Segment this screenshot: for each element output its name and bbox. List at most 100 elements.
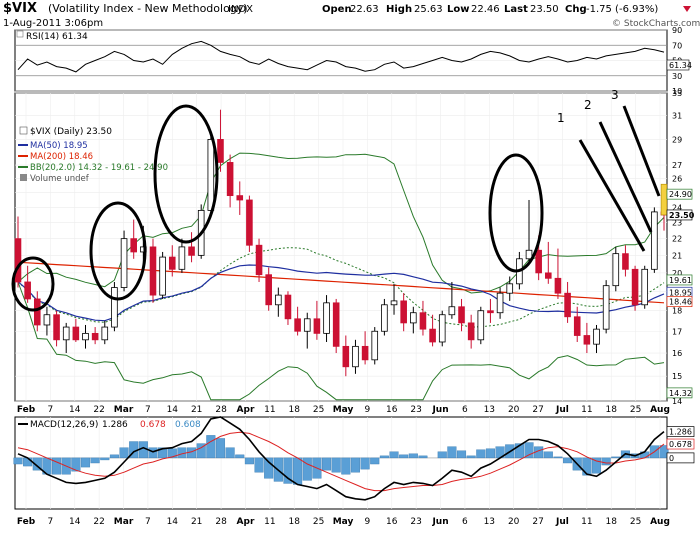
macd-histogram-bar — [264, 457, 274, 479]
macd-tick-box — [666, 426, 695, 437]
x-axis-label: 25 — [630, 517, 641, 527]
price-value-tag-box — [666, 188, 693, 200]
macd-x-axis: Feb 7 14 22 Mar 7 14 21 28 Apr 11 18 25 May 9 16 23 Jun 6 1… — [17, 517, 670, 527]
candle-body — [458, 306, 465, 324]
x-axis-label: Jul — [555, 405, 569, 415]
rsi-panel: 9070503010 RSI(14) 61.34 61.34 — [14, 26, 692, 96]
x-axis-label: 18 — [289, 405, 301, 415]
macd-histogram-bar — [514, 443, 524, 459]
price-value-tag: 19.61 — [669, 276, 692, 285]
candle-body — [419, 312, 427, 330]
macd-histogram-bar — [341, 457, 351, 475]
candle-body — [246, 199, 253, 246]
macd-tick-box — [666, 438, 695, 450]
macd-histogram-bar — [601, 457, 611, 466]
last-value: 23.50 — [530, 4, 559, 15]
price-tick-label: 26 — [672, 175, 682, 184]
rsi-tick-label: 30 — [672, 72, 682, 81]
x-axis-label: Jun — [431, 517, 448, 527]
macd-histogram-bar — [235, 454, 245, 459]
price-tick-label: 18 — [672, 307, 682, 316]
candle-body — [313, 318, 321, 334]
x-axis-label: 6 — [462, 517, 468, 527]
candle-body — [400, 300, 407, 324]
macd-histogram-bar — [100, 457, 110, 461]
x-axis-label: 7 — [48, 517, 54, 527]
candle-body — [111, 287, 118, 328]
macd-histogram-bar — [148, 447, 158, 459]
price-tick-label: 23 — [672, 219, 682, 228]
x-axis-label: 28 — [215, 517, 227, 527]
macd-histogram-bar — [321, 457, 332, 471]
x-axis-label: Apr — [237, 517, 255, 527]
x-axis-label: 7 — [145, 405, 151, 415]
price-value-tag-box — [666, 387, 693, 399]
x-axis-label: 7 — [48, 405, 54, 415]
candle-body — [612, 253, 620, 287]
x-axis-label: Aug — [650, 517, 670, 527]
x-axis-label: 28 — [215, 405, 227, 415]
rsi-tick-label: 90 — [672, 26, 682, 35]
price-value-tag-box — [666, 274, 693, 286]
macd-histogram-bar — [80, 457, 91, 468]
legend-ma50: MA(50) 18.95 — [30, 141, 88, 151]
x-axis-label: Aug — [650, 405, 670, 415]
candle-body — [429, 328, 436, 343]
annotation-label-3: 3 — [611, 88, 619, 102]
rsi-tick-label: 70 — [672, 41, 682, 50]
candle-body — [294, 318, 301, 332]
candle-body — [24, 281, 31, 300]
x-axis-label: 11 — [581, 517, 592, 527]
macd-histogram-bar — [331, 457, 341, 473]
candle-body — [554, 277, 562, 294]
x-axis-label: Jul — [555, 517, 569, 527]
macd-histogram-bar — [71, 457, 81, 472]
x-axis-label: 11 — [264, 405, 275, 415]
price-panel: 3331292726252423222120191817161514 24.90… — [11, 88, 695, 406]
x-axis-label: 18 — [289, 517, 301, 527]
x-axis-label: 6 — [462, 405, 468, 415]
price-tick-label: 27 — [672, 161, 682, 170]
bb-middle-line — [17, 247, 665, 328]
macd-histogram-bar — [553, 456, 563, 459]
exchange-label: INDX — [228, 4, 253, 15]
candle-body — [361, 345, 369, 361]
price-value-tag-box — [666, 296, 693, 308]
macd-histogram-bar — [196, 443, 206, 459]
price-tick-label: 22 — [672, 235, 682, 244]
x-axis-label: 11 — [581, 405, 592, 415]
low-label: Low — [447, 4, 469, 15]
candle-body — [130, 238, 137, 253]
annotation-line-3 — [622, 105, 661, 197]
macd-histogram-bar — [293, 457, 303, 485]
macd-tick-box — [666, 452, 695, 464]
x-axis-label: 9 — [365, 405, 371, 415]
candle-body — [323, 302, 330, 334]
x-axis-label: Jun — [431, 405, 448, 415]
candle-body — [72, 326, 80, 341]
candle-body — [62, 326, 70, 341]
candle-body — [226, 162, 234, 197]
price-axis: 3331292726252423222120191817161514 — [672, 89, 682, 406]
candle-body — [33, 298, 41, 326]
macd-histogram-bar — [350, 457, 361, 473]
macd-histogram-bar — [283, 457, 293, 484]
x-axis-label: 18 — [606, 405, 618, 415]
price-value-tag: 18.95 — [669, 288, 692, 297]
x-axis-label: 7 — [145, 517, 151, 527]
macd-histogram-bar — [370, 457, 380, 465]
price-tick-label: 17 — [672, 327, 682, 336]
candle-body — [159, 256, 166, 296]
candle-body — [168, 256, 176, 270]
macd-histogram-bar — [582, 457, 592, 476]
candle-body — [342, 345, 350, 368]
x-axis-label: 27 — [532, 517, 543, 527]
macd-histogram-bar — [408, 453, 418, 459]
macd-histogram-bar — [485, 448, 495, 459]
legend-volume: Volume undef — [30, 174, 90, 184]
stockcharts-credit: © StockCharts.com — [612, 19, 700, 29]
x-axis-label: May — [333, 405, 354, 415]
x-axis-label: 11 — [264, 517, 275, 527]
